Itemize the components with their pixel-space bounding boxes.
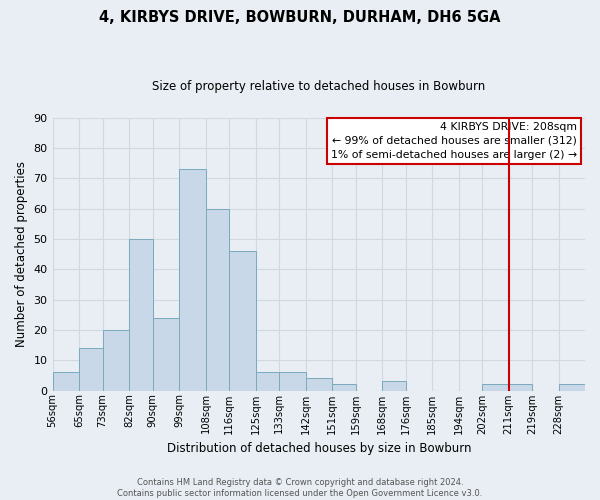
- Bar: [256, 372, 279, 390]
- Bar: [79, 348, 103, 391]
- X-axis label: Distribution of detached houses by size in Bowburn: Distribution of detached houses by size …: [167, 442, 471, 455]
- Title: Size of property relative to detached houses in Bowburn: Size of property relative to detached ho…: [152, 80, 485, 93]
- Bar: [482, 384, 509, 390]
- Bar: [279, 372, 305, 390]
- Bar: [129, 239, 152, 390]
- Text: Contains HM Land Registry data © Crown copyright and database right 2024.
Contai: Contains HM Land Registry data © Crown c…: [118, 478, 482, 498]
- Bar: [305, 378, 332, 390]
- Bar: [206, 208, 229, 390]
- Bar: [332, 384, 356, 390]
- Bar: [152, 318, 179, 390]
- Y-axis label: Number of detached properties: Number of detached properties: [15, 161, 28, 347]
- Text: 4, KIRBYS DRIVE, BOWBURN, DURHAM, DH6 5GA: 4, KIRBYS DRIVE, BOWBURN, DURHAM, DH6 5G…: [99, 10, 501, 25]
- Bar: [559, 384, 585, 390]
- Bar: [509, 384, 532, 390]
- Bar: [229, 251, 256, 390]
- Bar: [103, 330, 129, 390]
- Bar: [53, 372, 79, 390]
- Text: 4 KIRBYS DRIVE: 208sqm
← 99% of detached houses are smaller (312)
1% of semi-det: 4 KIRBYS DRIVE: 208sqm ← 99% of detached…: [331, 122, 577, 160]
- Bar: [382, 382, 406, 390]
- Bar: [179, 170, 206, 390]
